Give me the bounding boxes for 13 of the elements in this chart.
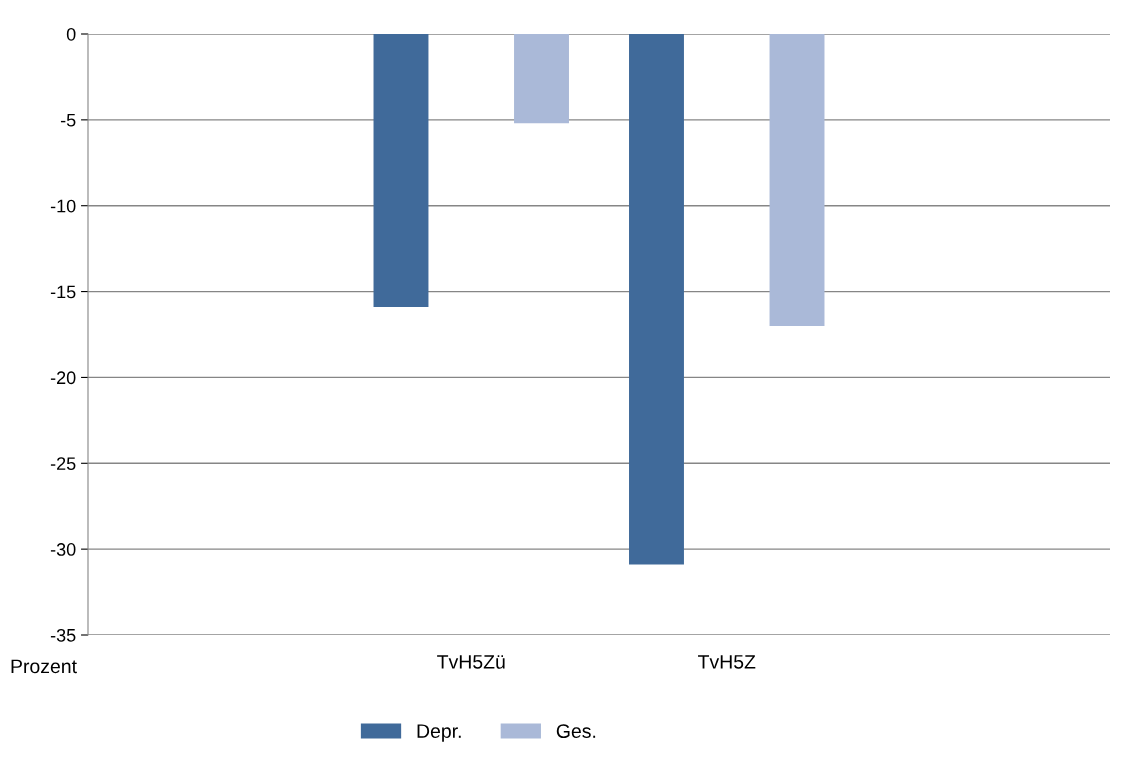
y-tick-label: -10 bbox=[50, 199, 76, 213]
x-tick-label: TvH5Zü bbox=[437, 655, 505, 669]
y-tick-label: 0 bbox=[66, 27, 76, 41]
y-tick-label: -35 bbox=[50, 628, 76, 642]
y-tick-label: -30 bbox=[50, 543, 76, 556]
y-axis-title: Prozent bbox=[11, 659, 77, 674]
y-tick-label: -15 bbox=[50, 285, 76, 299]
legend-label: Depr. bbox=[417, 724, 461, 742]
x-tick-label: TvH5Z bbox=[698, 655, 756, 669]
y-tick-label: -5 bbox=[60, 113, 76, 127]
legend-label: Ges. bbox=[556, 724, 596, 738]
y-tick-label: -20 bbox=[50, 371, 76, 385]
y-tick-label: -25 bbox=[50, 457, 76, 471]
